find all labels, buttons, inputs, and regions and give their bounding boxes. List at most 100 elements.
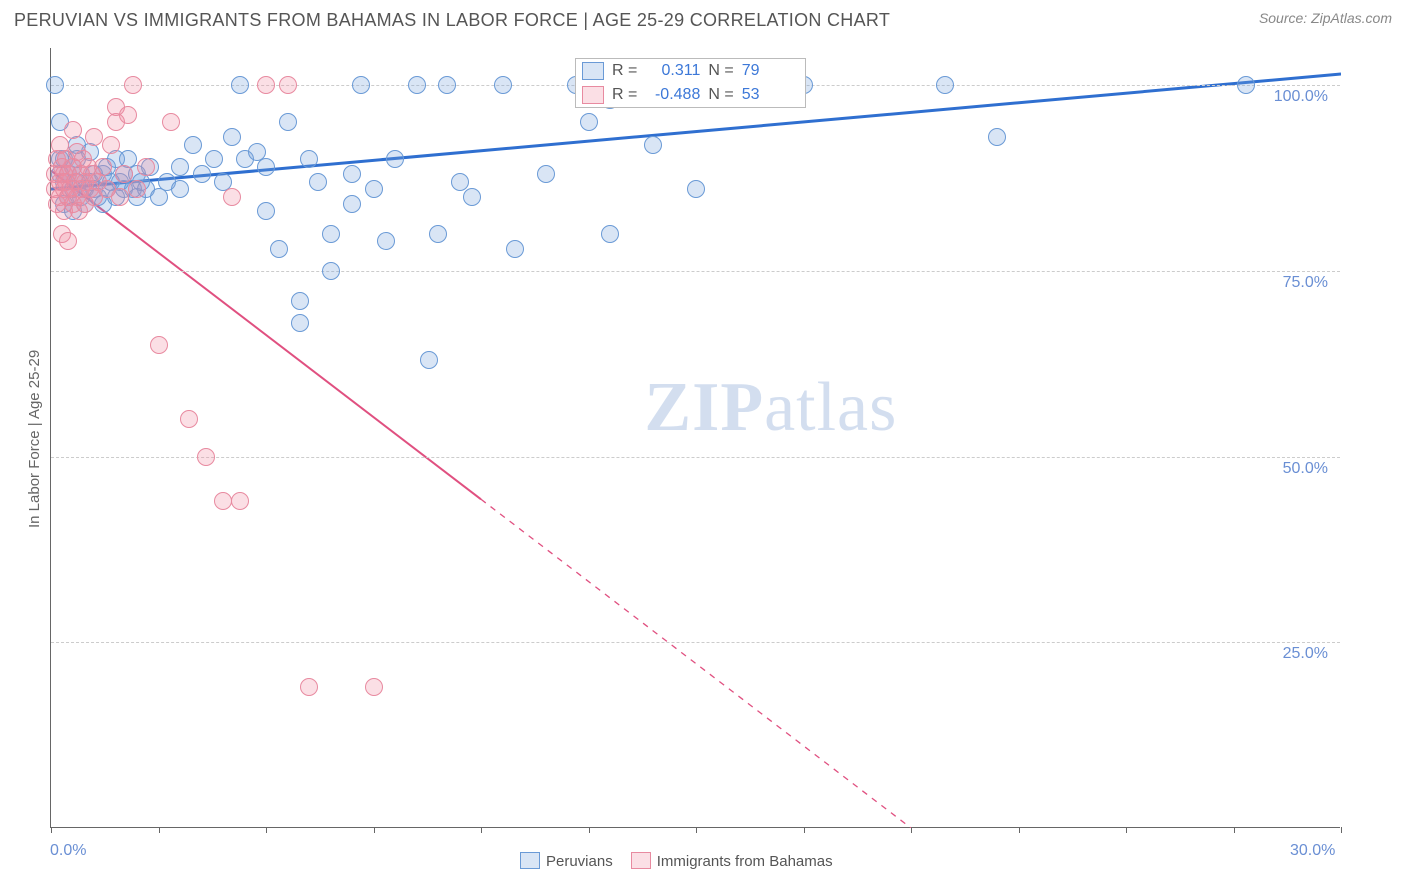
data-point [150, 336, 168, 354]
stat-n-label: N = [708, 62, 733, 80]
data-point [494, 76, 512, 94]
data-point [429, 225, 447, 243]
data-point [124, 76, 142, 94]
legend-label: Immigrants from Bahamas [657, 853, 833, 870]
data-point [687, 180, 705, 198]
y-tick-label: 75.0% [1283, 274, 1328, 292]
data-point [988, 128, 1006, 146]
data-point [214, 492, 232, 510]
data-point [257, 76, 275, 94]
data-point [377, 232, 395, 250]
data-point [94, 158, 112, 176]
plot-area: ZIPatlas 25.0%50.0%75.0%100.0% [50, 48, 1340, 828]
data-point [270, 240, 288, 258]
x-tick [1126, 827, 1127, 833]
data-point [451, 173, 469, 191]
data-point [300, 678, 318, 696]
data-point [420, 351, 438, 369]
stat-r-value: -0.488 [645, 86, 700, 104]
data-point [193, 165, 211, 183]
x-tick [1234, 827, 1235, 833]
watermark: ZIPatlas [644, 368, 897, 448]
data-point [137, 158, 155, 176]
data-point [365, 180, 383, 198]
data-point [601, 225, 619, 243]
x-tick [696, 827, 697, 833]
data-point [102, 136, 120, 154]
title-bar: PERUVIAN VS IMMIGRANTS FROM BAHAMAS IN L… [14, 10, 1392, 31]
data-point [184, 136, 202, 154]
data-point [936, 76, 954, 94]
stat-r-label: R = [612, 86, 637, 104]
x-tick [374, 827, 375, 833]
data-point [46, 76, 64, 94]
data-point [300, 150, 318, 168]
data-point [231, 492, 249, 510]
x-tick [159, 827, 160, 833]
data-point [128, 180, 146, 198]
x-tick [589, 827, 590, 833]
stat-r-label: R = [612, 62, 637, 80]
data-point [343, 195, 361, 213]
data-point [343, 165, 361, 183]
data-point [279, 76, 297, 94]
stat-n-value: 79 [742, 62, 797, 80]
chart-container: PERUVIAN VS IMMIGRANTS FROM BAHAMAS IN L… [0, 0, 1406, 892]
data-point [279, 113, 297, 131]
data-point [119, 106, 137, 124]
data-point [257, 158, 275, 176]
x-axis-start-label: 0.0% [50, 842, 86, 860]
data-point [386, 150, 404, 168]
data-point [171, 180, 189, 198]
stat-n-label: N = [708, 86, 733, 104]
grid-line [51, 271, 1340, 272]
data-point [463, 188, 481, 206]
stat-r-value: 0.311 [645, 62, 700, 80]
chart-title: PERUVIAN VS IMMIGRANTS FROM BAHAMAS IN L… [14, 10, 890, 31]
data-point [438, 76, 456, 94]
x-tick [51, 827, 52, 833]
data-point [85, 128, 103, 146]
data-point [205, 150, 223, 168]
data-point [1237, 76, 1255, 94]
regression-line-extrapolated [481, 499, 911, 828]
legend-swatch [631, 852, 651, 869]
grid-line [51, 457, 1340, 458]
data-point [223, 188, 241, 206]
data-point [537, 165, 555, 183]
data-point [180, 410, 198, 428]
data-point [257, 202, 275, 220]
x-tick [804, 827, 805, 833]
legend-item: Immigrants from Bahamas [631, 852, 833, 870]
y-tick-label: 25.0% [1283, 645, 1328, 663]
x-tick [266, 827, 267, 833]
watermark-bold: ZIP [644, 369, 764, 446]
data-point [580, 113, 598, 131]
x-tick [1341, 827, 1342, 833]
data-point [322, 225, 340, 243]
data-point [115, 165, 133, 183]
x-tick [1019, 827, 1020, 833]
data-point [111, 188, 129, 206]
data-point [365, 678, 383, 696]
stat-legend-row: R = -0.488 N = 53 [576, 83, 805, 107]
series-legend: Peruvians Immigrants from Bahamas [520, 852, 833, 870]
stat-legend-row: R = 0.311 N = 79 [576, 59, 805, 83]
data-point [291, 314, 309, 332]
data-point [231, 76, 249, 94]
data-point [197, 448, 215, 466]
x-tick [481, 827, 482, 833]
x-tick [911, 827, 912, 833]
data-point [352, 76, 370, 94]
data-point [291, 292, 309, 310]
y-axis-label: In Labor Force | Age 25-29 [26, 350, 43, 528]
legend-label: Peruvians [546, 853, 613, 870]
data-point [162, 113, 180, 131]
data-point [171, 158, 189, 176]
data-point [506, 240, 524, 258]
data-point [59, 232, 77, 250]
legend-swatch [520, 852, 540, 869]
correlation-legend: R = 0.311 N = 79 R = -0.488 N = 53 [575, 58, 806, 108]
data-point [64, 121, 82, 139]
stat-n-value: 53 [742, 86, 797, 104]
